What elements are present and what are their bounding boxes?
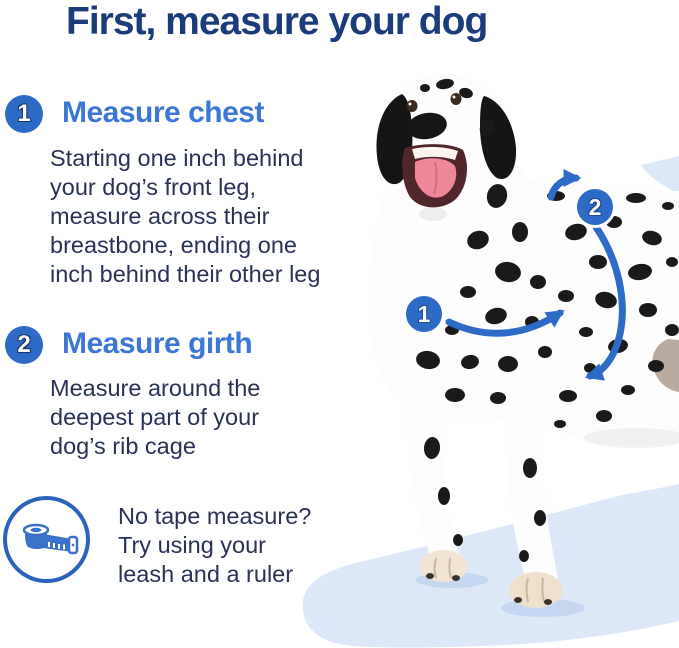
diagram-marker-1: 1 [403, 293, 445, 335]
step-1-number-badge: 1 [5, 95, 43, 133]
step-1-body-line: breastbone, ending one [50, 232, 297, 258]
step-1-body-line: inch behind their other leg [50, 261, 321, 287]
step-2-body-line: Measure around the [50, 375, 261, 401]
diagram-marker-2: 2 [574, 186, 616, 228]
page-title: First, measure your dog [66, 0, 488, 43]
girth-rotate-arrow [547, 168, 582, 201]
tip-text-line: leash and a ruler [118, 561, 294, 587]
step-2-heading: Measure girth [62, 327, 253, 360]
step-2-body: Measure around the deepest part of your … [50, 374, 260, 461]
chest-measure-arrow [445, 309, 565, 337]
step-2-body-line: dog’s rib cage [50, 433, 196, 459]
dalmatian-dog [367, 74, 679, 608]
tip-text-line: No tape measure? [118, 503, 312, 529]
step-2-body-line: deepest part of your [50, 404, 260, 430]
step-1-body: Starting one inch behind your dog’s fron… [50, 144, 320, 289]
girth-measure-arrow [584, 223, 626, 381]
step-2-number-badge: 2 [5, 326, 43, 364]
step-1-body-line: measure across their [50, 203, 270, 229]
step-1-body-line: Starting one inch behind [50, 145, 304, 171]
step-1-body-line: your dog’s front leg, [50, 174, 256, 200]
tip-text: No tape measure? Try using your leash an… [118, 502, 311, 589]
tip-text-line: Try using your [118, 532, 267, 558]
step-1-heading: Measure chest [62, 96, 264, 129]
tape-measure-glyph [22, 523, 78, 554]
tape-measure-icon [3, 496, 90, 583]
